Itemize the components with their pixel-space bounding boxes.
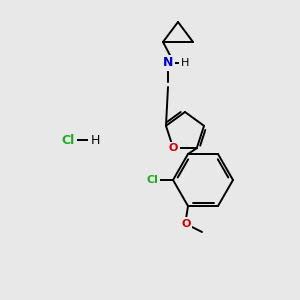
Text: O: O — [169, 143, 178, 153]
Text: O: O — [181, 219, 191, 229]
Text: N: N — [163, 56, 173, 70]
Text: H: H — [181, 58, 189, 68]
Text: Cl: Cl — [146, 175, 158, 185]
Text: H: H — [90, 134, 100, 146]
Text: Cl: Cl — [61, 134, 75, 146]
